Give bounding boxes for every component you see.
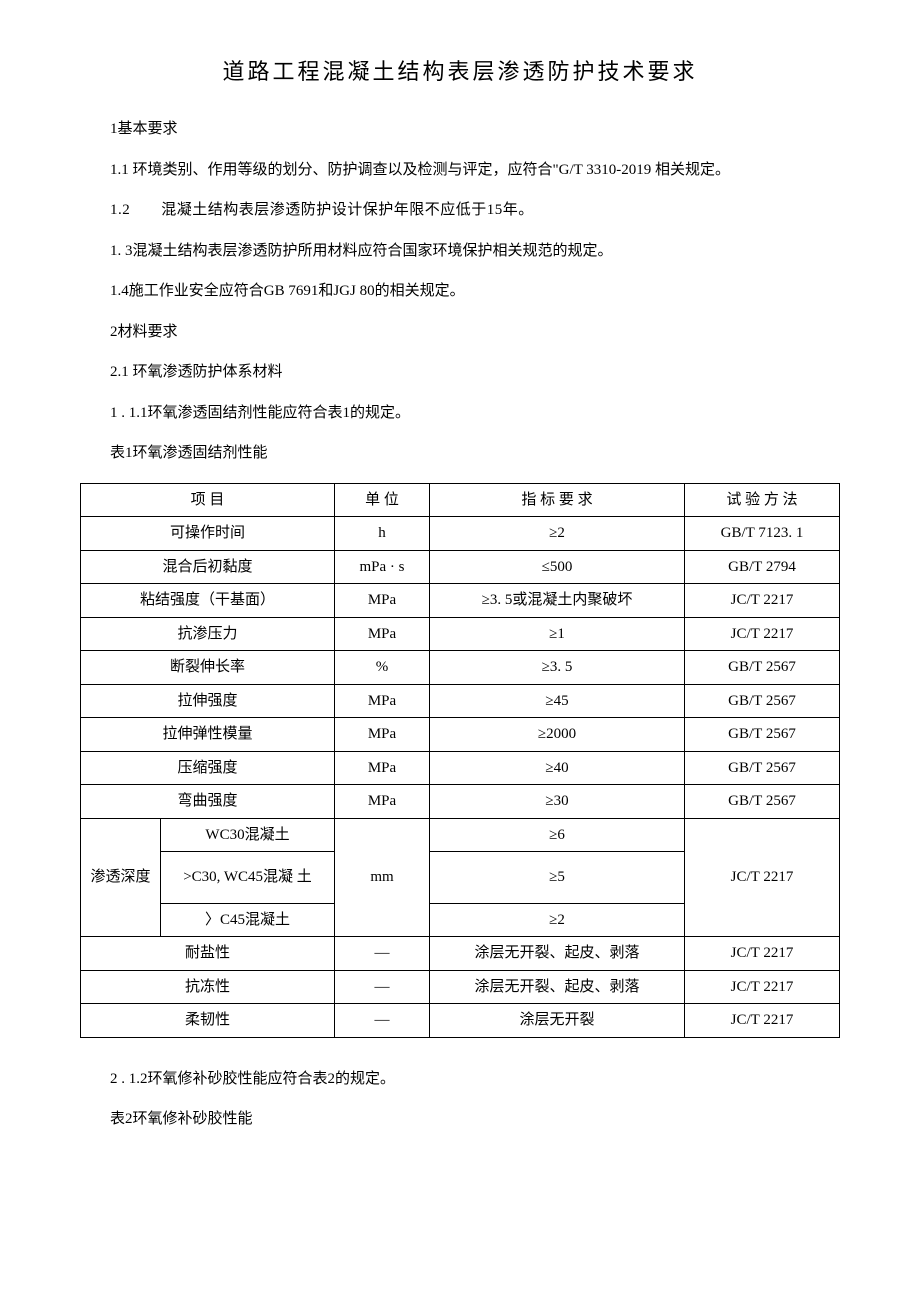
table-cell: 涂层无开裂 — [430, 1004, 685, 1038]
table-cell: GB/T 2567 — [685, 651, 840, 685]
table-row: 拉伸强度 MPa ≥45 GB/T 2567 — [81, 684, 840, 718]
table-cell: 断裂伸长率 — [81, 651, 335, 685]
table-cell: mm — [335, 818, 430, 937]
table-cell: mPa · s — [335, 550, 430, 584]
table-cell: ≥40 — [430, 751, 685, 785]
table-row: 抗冻性 — 涂层无开裂、起皮、剥落 JC/T 2217 — [81, 970, 840, 1004]
para-2-1-1: 1 . 1.1环氧渗透固结剂性能应符合表1的规定。 — [80, 402, 840, 425]
table-cell: MPa — [335, 785, 430, 819]
para-1-1: 1.1 环境类别、作用等级的划分、防护调查以及检测与评定，应符合"G/T 331… — [80, 159, 840, 182]
table-cell: ≤500 — [430, 550, 685, 584]
table-cell: JC/T 2217 — [685, 1004, 840, 1038]
table-cell: >C30, WC45混凝 土 — [161, 852, 335, 904]
table-row: 耐盐性 — 涂层无开裂、起皮、剥落 JC/T 2217 — [81, 937, 840, 971]
table-cell: 柔韧性 — [81, 1004, 335, 1038]
table-cell: JC/T 2217 — [685, 617, 840, 651]
section-1-heading: 1基本要求 — [80, 118, 840, 141]
table-cell: MPa — [335, 584, 430, 618]
para-2-1: 2.1 环氧渗透防护体系材料 — [80, 361, 840, 384]
table-cell: 弯曲强度 — [81, 785, 335, 819]
para-1-4: 1.4施工作业安全应符合GB 7691和JGJ 80的相关规定。 — [80, 280, 840, 303]
table-header-cell: 项 目 — [81, 483, 335, 517]
table-cell: JC/T 2217 — [685, 818, 840, 937]
table-cell: — — [335, 937, 430, 971]
table-cell: MPa — [335, 617, 430, 651]
table-row: 抗渗压力 MPa ≥1 JC/T 2217 — [81, 617, 840, 651]
table-cell: JC/T 2217 — [685, 937, 840, 971]
table-header-cell: 指 标 要 求 — [430, 483, 685, 517]
table-2-caption: 表2环氧修补砂胶性能 — [80, 1108, 840, 1131]
table-cell: 涂层无开裂、起皮、剥落 — [430, 970, 685, 1004]
table-cell: GB/T 7123. 1 — [685, 517, 840, 551]
table-cell: — — [335, 970, 430, 1004]
table-row: 可操作时间 h ≥2 GB/T 7123. 1 — [81, 517, 840, 551]
table-row: 压缩强度 MPa ≥40 GB/T 2567 — [81, 751, 840, 785]
table-cell: GB/T 2567 — [685, 718, 840, 752]
table-cell: 拉伸强度 — [81, 684, 335, 718]
table-cell: 拉伸弹性模量 — [81, 718, 335, 752]
table-cell: JC/T 2217 — [685, 584, 840, 618]
para-1-2: 1.2 混凝土结构表层渗透防护设计保护年限不应低于15年。 — [80, 199, 840, 222]
table-row: 粘结强度（干基面） MPa ≥3. 5或混凝土内聚破坏 JC/T 2217 — [81, 584, 840, 618]
table-cell: 涂层无开裂、起皮、剥落 — [430, 937, 685, 971]
table-row: 弯曲强度 MPa ≥30 GB/T 2567 — [81, 785, 840, 819]
table-cell: 抗渗压力 — [81, 617, 335, 651]
table-cell: ≥45 — [430, 684, 685, 718]
table-cell: ≥5 — [430, 852, 685, 904]
table-cell: ≥30 — [430, 785, 685, 819]
table-cell: ≥2000 — [430, 718, 685, 752]
table-row: 拉伸弹性模量 MPa ≥2000 GB/T 2567 — [81, 718, 840, 752]
table-1: 项 目 单 位 指 标 要 求 试 验 方 法 可操作时间 h ≥2 GB/T … — [80, 483, 840, 1038]
table-cell: GB/T 2567 — [685, 684, 840, 718]
table-row: 断裂伸长率 % ≥3. 5 GB/T 2567 — [81, 651, 840, 685]
table-row: 渗透深度 WC30混凝土 mm ≥6 JC/T 2217 — [81, 818, 840, 852]
table-cell: 渗透深度 — [81, 818, 161, 937]
table-header-cell: 单 位 — [335, 483, 430, 517]
section-2-heading: 2材料要求 — [80, 321, 840, 344]
table-cell: ≥3. 5 — [430, 651, 685, 685]
table-cell: % — [335, 651, 430, 685]
table-cell: ≥6 — [430, 818, 685, 852]
document-title: 道路工程混凝土结构表层渗透防护技术要求 — [80, 55, 840, 88]
table-cell: WC30混凝土 — [161, 818, 335, 852]
table-row: 项 目 单 位 指 标 要 求 试 验 方 法 — [81, 483, 840, 517]
table-row: 混合后初黏度 mPa · s ≤500 GB/T 2794 — [81, 550, 840, 584]
table-row: 柔韧性 — 涂层无开裂 JC/T 2217 — [81, 1004, 840, 1038]
table-cell: MPa — [335, 718, 430, 752]
table-cell: 粘结强度（干基面） — [81, 584, 335, 618]
table-cell: 耐盐性 — [81, 937, 335, 971]
table-cell: 混合后初黏度 — [81, 550, 335, 584]
table-cell: h — [335, 517, 430, 551]
para-2-1-2: 2 . 1.2环氧修补砂胶性能应符合表2的规定。 — [80, 1068, 840, 1091]
table-cell: MPa — [335, 684, 430, 718]
table-cell: ≥2 — [430, 517, 685, 551]
table-cell: ≥1 — [430, 617, 685, 651]
table-cell: JC/T 2217 — [685, 970, 840, 1004]
table-cell: ≥2 — [430, 903, 685, 937]
table-cell: 〉C45混凝土 — [161, 903, 335, 937]
table-header-cell: 试 验 方 法 — [685, 483, 840, 517]
table-cell: 可操作时间 — [81, 517, 335, 551]
table-cell: GB/T 2794 — [685, 550, 840, 584]
table-cell: GB/T 2567 — [685, 751, 840, 785]
table-cell: ≥3. 5或混凝土内聚破坏 — [430, 584, 685, 618]
table-cell: MPa — [335, 751, 430, 785]
table-cell: GB/T 2567 — [685, 785, 840, 819]
para-1-3: 1. 3混凝土结构表层渗透防护所用材料应符合国家环境保护相关规范的规定。 — [80, 240, 840, 263]
table-cell: 压缩强度 — [81, 751, 335, 785]
table-cell: 抗冻性 — [81, 970, 335, 1004]
table-1-caption: 表1环氧渗透固结剂性能 — [80, 442, 840, 465]
table-cell: — — [335, 1004, 430, 1038]
